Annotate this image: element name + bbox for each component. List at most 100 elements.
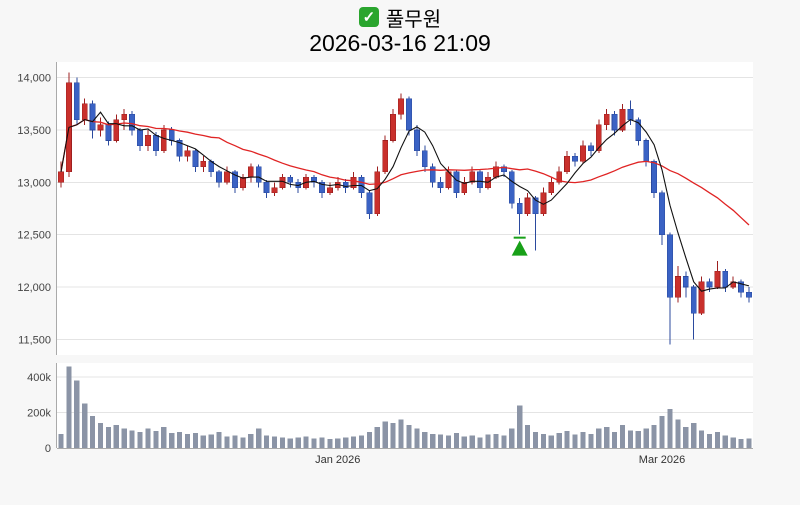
buy-marker-triangle — [511, 240, 528, 256]
volume-bar — [350, 436, 357, 448]
volume-bar — [358, 435, 365, 448]
volume-bar — [548, 435, 554, 448]
x-axis-label: Jan 2026 — [315, 454, 360, 466]
candle-body — [651, 161, 658, 194]
volume-bar — [461, 436, 467, 448]
volume-bar — [414, 428, 420, 448]
candle-body — [216, 171, 223, 183]
price-tick-label: 12,500 — [17, 230, 51, 242]
volume-bar — [58, 433, 64, 448]
volume-bar — [406, 424, 412, 448]
candle-body — [224, 171, 230, 183]
candle-body — [58, 171, 64, 183]
volume-bar — [611, 432, 618, 448]
candle-body — [200, 161, 207, 167]
volume-bar — [430, 433, 436, 448]
volume-bar — [683, 426, 689, 448]
candle-body — [366, 192, 373, 215]
volume-bar — [714, 432, 721, 448]
candle-body — [263, 182, 270, 194]
volume-bar — [651, 424, 657, 448]
candle-body — [453, 171, 460, 194]
candle-body — [97, 124, 104, 131]
volume-bar — [335, 438, 341, 448]
volume-bar — [153, 431, 159, 448]
volume-bar — [216, 432, 222, 448]
candle-body — [714, 270, 721, 288]
volume-bar — [698, 430, 705, 448]
candle-body — [611, 114, 618, 131]
price-tick-label: 13,000 — [17, 177, 51, 189]
volume-bar — [208, 434, 214, 448]
volume-bar — [89, 416, 96, 448]
volume-bar — [517, 405, 523, 448]
candle-body — [406, 98, 412, 131]
volume-bar — [722, 435, 728, 448]
candle-body — [706, 281, 713, 288]
candle-body — [413, 129, 420, 152]
volume-bar — [248, 433, 254, 448]
candle-body — [690, 286, 697, 314]
candle-body — [572, 155, 578, 162]
volume-bar — [604, 426, 610, 448]
volume-bar — [524, 424, 531, 448]
volume-bar — [327, 439, 333, 448]
candle-body — [342, 182, 349, 188]
volume-bar — [137, 432, 143, 448]
candle-body — [548, 182, 555, 194]
price-tick-label: 13,500 — [17, 125, 51, 137]
ma-short-line — [60, 111, 750, 292]
candle-body — [469, 171, 476, 183]
volume-bar — [493, 433, 499, 448]
volume-bar — [540, 433, 547, 448]
volume-bar — [477, 437, 483, 448]
x-axis-label: Mar 2026 — [639, 454, 685, 466]
candle-body — [500, 166, 507, 173]
volume-bar — [366, 432, 373, 448]
volume-bar — [691, 423, 697, 448]
candle-body — [192, 150, 199, 167]
volume-bar — [485, 434, 491, 448]
volume-bar — [66, 366, 72, 448]
volume-bar — [82, 403, 88, 448]
candle-body — [722, 270, 729, 288]
volume-bar — [532, 432, 539, 448]
volume-bar — [675, 419, 681, 448]
price-tick-label: 11,500 — [18, 334, 51, 346]
candle-body — [137, 129, 143, 147]
symbol-name: 풀무원 — [385, 8, 442, 31]
candle-body — [667, 234, 673, 298]
volume-bar — [619, 424, 626, 448]
candle-body — [382, 140, 389, 173]
candle-body — [477, 171, 484, 188]
candle-body — [255, 166, 262, 183]
volume-bar — [200, 435, 206, 448]
volume-bar — [176, 432, 183, 448]
volume-bar — [224, 436, 230, 448]
volume-bar — [161, 426, 167, 448]
candle-body — [311, 176, 317, 183]
ma-long-line — [60, 118, 750, 226]
candle-body — [595, 124, 602, 152]
candle-body — [247, 166, 254, 178]
candle-body — [532, 197, 539, 215]
volume-bar — [113, 424, 119, 448]
candle-body — [390, 114, 397, 141]
volume-bar — [445, 435, 452, 448]
volume-bar — [97, 423, 104, 448]
volume-bar — [192, 432, 199, 448]
candle-body — [152, 134, 159, 152]
candle-body — [746, 291, 752, 298]
candle-body — [674, 276, 681, 298]
volume-bar — [596, 428, 602, 448]
candle-body — [429, 166, 436, 183]
candle-body — [635, 119, 642, 141]
volume-bar — [129, 430, 135, 448]
candle-body — [437, 182, 444, 188]
candle-body — [738, 281, 745, 293]
volume-bar — [572, 434, 578, 448]
candle-body — [421, 150, 428, 167]
chart-header: ✓ 풀무원 — [0, 4, 800, 31]
candle-body — [129, 114, 136, 131]
